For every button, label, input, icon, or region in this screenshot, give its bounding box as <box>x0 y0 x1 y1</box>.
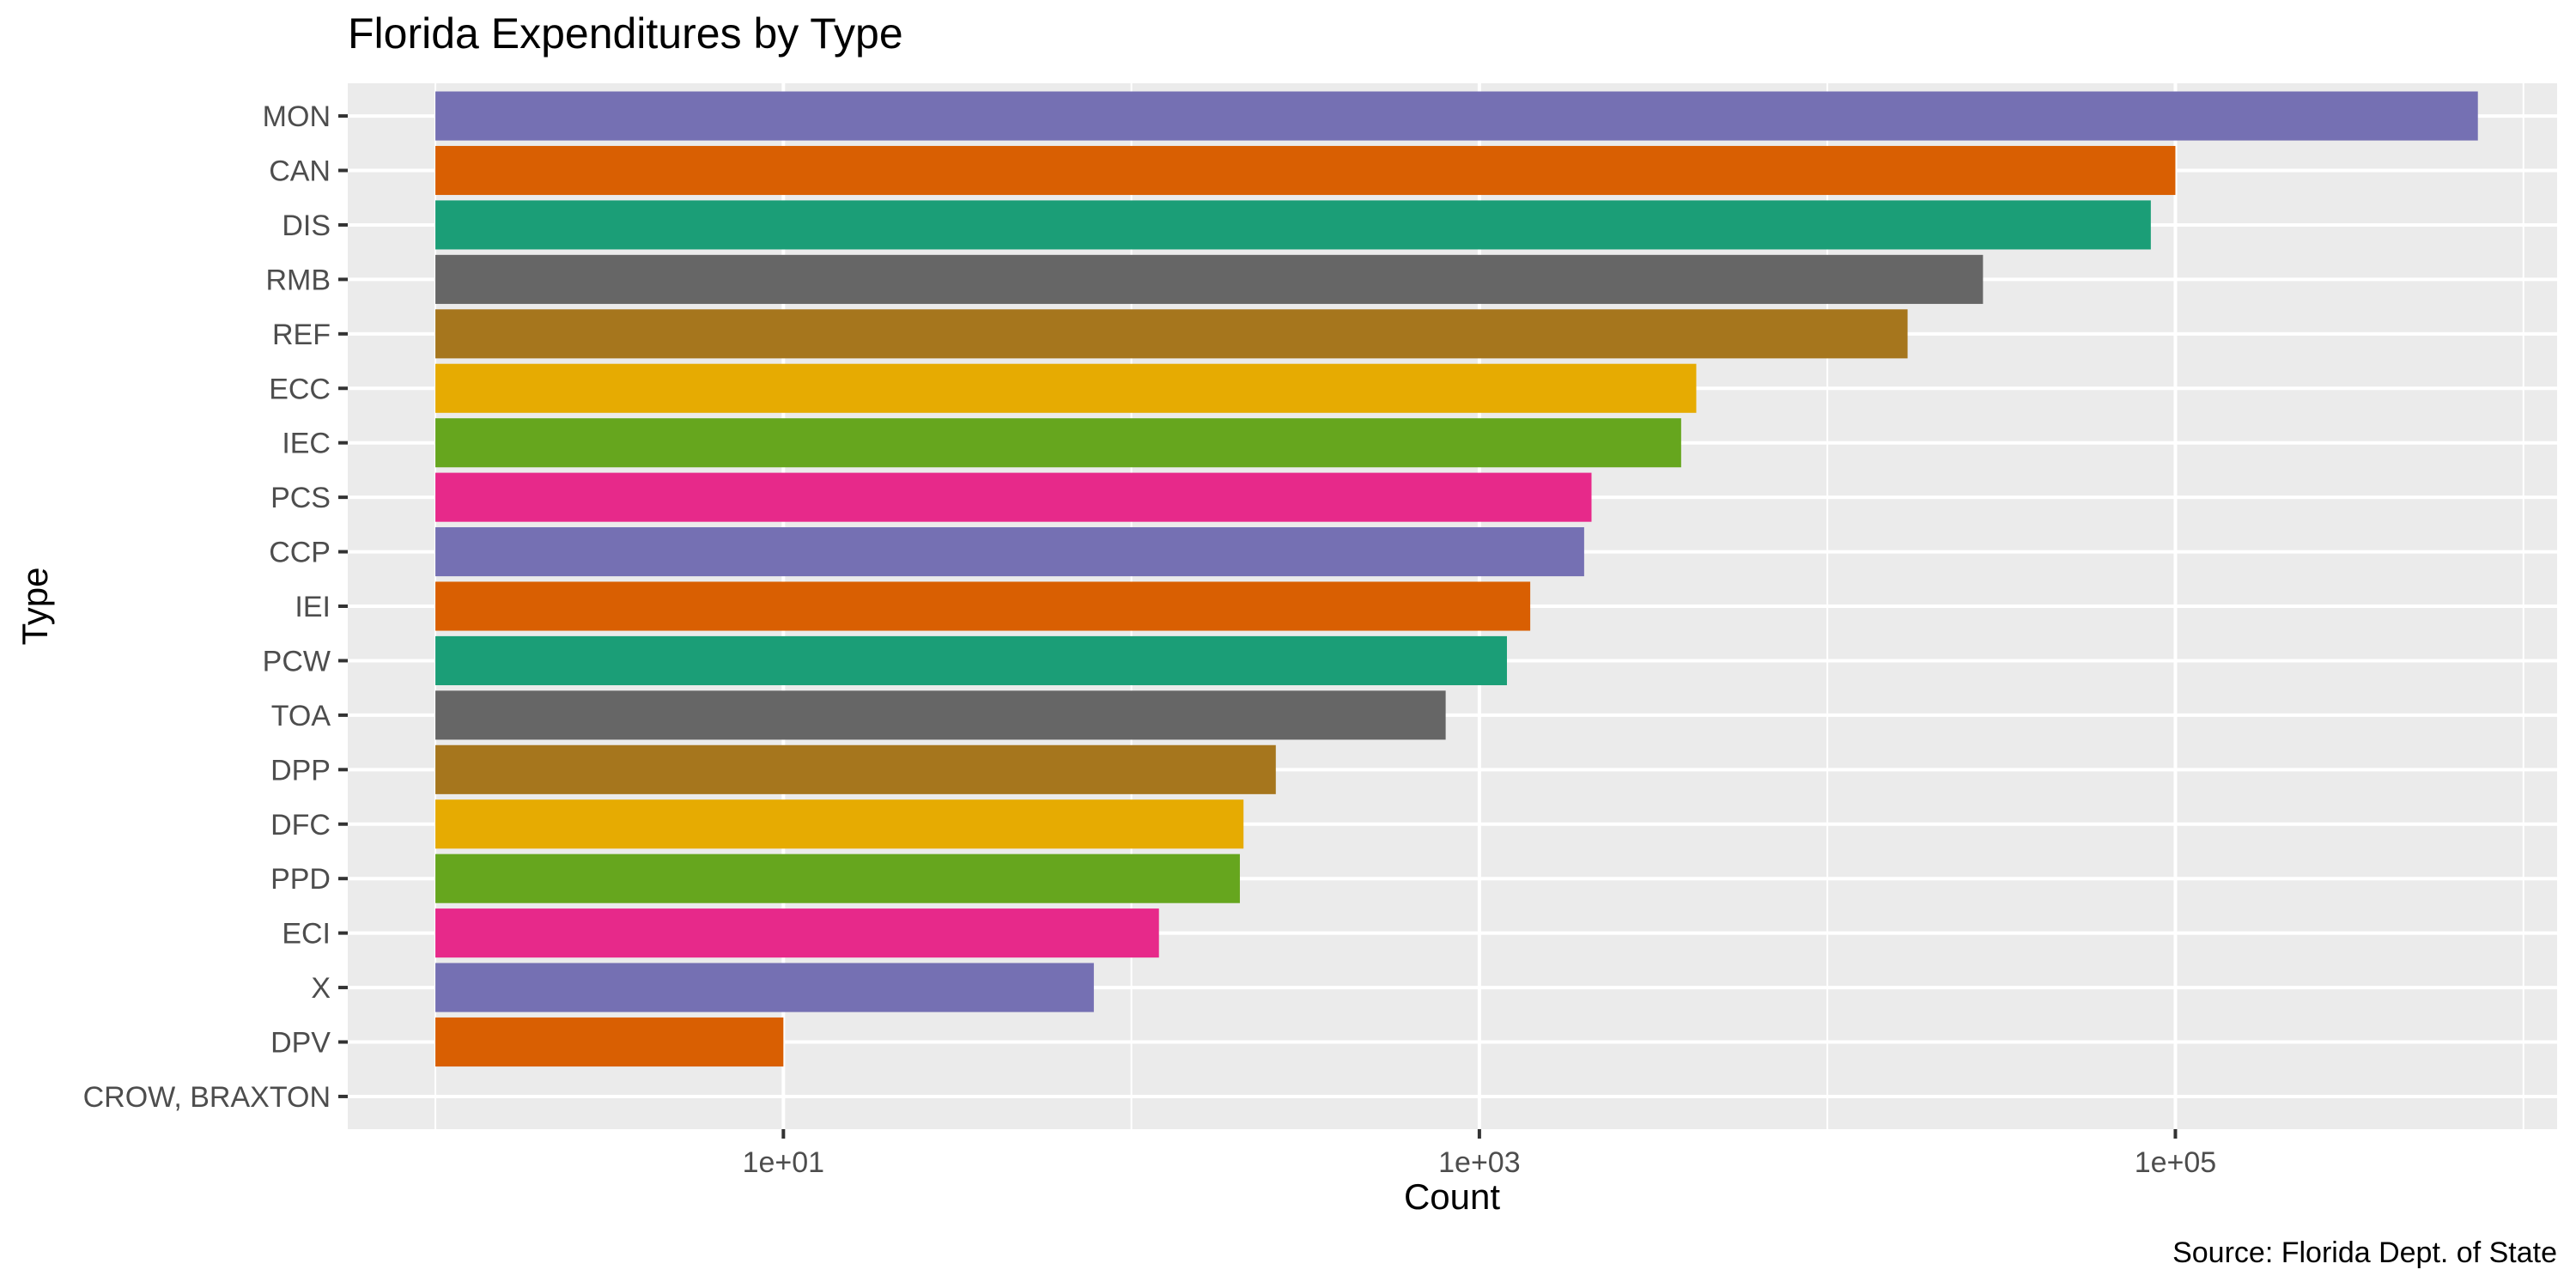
bar-mon <box>435 91 2478 141</box>
bar-rmb <box>435 254 1984 304</box>
y-tick-label: REF <box>272 319 331 351</box>
bar-dis <box>435 200 2151 250</box>
bar-iec <box>435 418 1681 468</box>
y-axis-title: Type <box>15 567 55 645</box>
y-tick-label: IEC <box>282 428 331 460</box>
bar-dpp <box>435 744 1276 794</box>
y-tick-label: DFC <box>270 809 331 841</box>
bar-pcs <box>435 472 1592 522</box>
y-tick-label: PCS <box>270 482 331 514</box>
bar-ecc <box>435 363 1697 413</box>
bar-pcw <box>435 635 1507 685</box>
bar-ppd <box>435 854 1240 903</box>
y-tick-label: MON <box>263 100 331 133</box>
bar-can <box>435 145 2176 196</box>
x-axis-title: Count <box>1404 1176 1500 1217</box>
y-tick-label: CCP <box>269 537 331 569</box>
bar-ccp <box>435 527 1584 577</box>
bar-dpv <box>435 1017 784 1067</box>
y-tick-label: PPD <box>270 863 331 896</box>
y-tick-label: RMB <box>265 264 331 296</box>
y-tick-label: TOA <box>271 700 331 732</box>
y-tick-label: CAN <box>269 155 331 188</box>
bar-iei <box>435 581 1531 631</box>
chart-title: Florida Expenditures by Type <box>348 9 903 58</box>
y-tick-label: DPP <box>270 754 331 787</box>
bar-ref <box>435 309 1908 359</box>
bars <box>435 91 2478 1067</box>
x-tick-label: 1e+05 <box>2135 1146 2217 1179</box>
x-tick-label: 1e+03 <box>1438 1146 1521 1179</box>
x-tick-label: 1e+01 <box>743 1146 825 1179</box>
y-tick-label: DPV <box>270 1027 331 1060</box>
chart-caption: Source: Florida Dept. of State <box>2172 1236 2557 1269</box>
y-tick-label: CROW, BRAXTON <box>83 1081 331 1114</box>
y-axis: MON CAN DIS RMB REF ECC IEC PCS CCP IEI PCW TOA DPP D… <box>83 100 348 1114</box>
bar-x <box>435 963 1094 1012</box>
y-tick-label: DIS <box>282 210 331 242</box>
y-tick-label: IEI <box>295 591 331 623</box>
y-tick-label: PCW <box>263 645 331 677</box>
x-axis: 1e+01 1e+03 1e+05 <box>743 1129 2217 1179</box>
bar-eci <box>435 908 1159 958</box>
y-tick-label: ECC <box>269 373 331 405</box>
y-tick-label: X <box>311 972 331 1005</box>
bar-toa <box>435 690 1446 740</box>
bar-dfc <box>435 799 1244 849</box>
y-tick-label: ECI <box>282 918 331 951</box>
